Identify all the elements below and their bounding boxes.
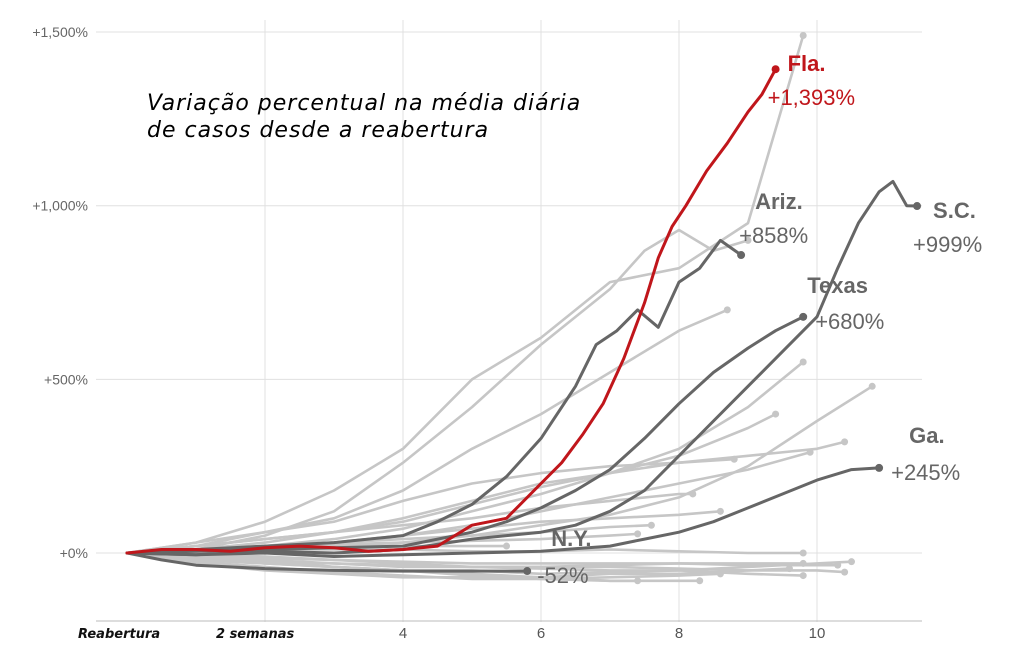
series-endpoint-ny [523, 567, 532, 576]
series-endpoint-other-18 [634, 530, 642, 538]
series-line-ny [125, 551, 529, 573]
series-name-sc: S.C. [933, 198, 976, 223]
series-value-texas: +680% [815, 309, 884, 334]
series-endpoint-fla [771, 65, 780, 74]
chart-title: Variação percentual na média diária de c… [147, 91, 581, 143]
series-name-ariz: Ariz. [755, 189, 803, 214]
y-tick-label-0: +0% [60, 545, 88, 561]
series-endpoint-other-12 [841, 438, 849, 446]
series-endpoint-other-13 [806, 448, 814, 456]
series-endpoint-other-14 [730, 455, 738, 463]
series-name-texas: Texas [807, 273, 868, 298]
series-line-other-6 [125, 34, 805, 555]
series-line-other-7 [125, 228, 750, 555]
series-line-other-21 [125, 551, 722, 581]
x-tick-label-1: 2 semanas [216, 627, 294, 642]
series-endpoint-other-15 [689, 490, 697, 498]
series-endpoint-other-24 [841, 568, 849, 576]
series-line-sc [125, 179, 919, 557]
series-endpoint-other-9 [799, 358, 807, 366]
x-tick-label-3: 6 [537, 625, 545, 642]
series-endpoint-other-7 [744, 236, 752, 244]
series-line-other-8 [125, 308, 729, 555]
series-value-sc: +999% [913, 232, 982, 257]
series-value-fla: +1,393% [768, 85, 855, 110]
series-endpoint-other-6 [799, 32, 807, 40]
x-tick-label-0: Reabertura [78, 627, 160, 642]
series-value-ariz: +858% [739, 223, 808, 248]
series-line-other-26 [125, 551, 805, 577]
series-line-fla [125, 67, 778, 555]
x-tick-label-5: 10 [809, 625, 826, 642]
series-line-texas [125, 315, 805, 555]
series-line-other-29 [125, 551, 840, 567]
series-line-other-10 [125, 384, 874, 555]
series-endpoint-ga [875, 463, 884, 472]
series-endpoint-other-28 [799, 549, 807, 557]
series-endpoint-other-11 [772, 410, 780, 418]
y-tick-label-1: +500% [44, 371, 88, 387]
series-endpoint-other-22 [696, 577, 704, 585]
y-tick-label-3: +1,500% [32, 24, 88, 40]
series-line-other-14 [125, 457, 736, 555]
series-endpoint-other-27 [503, 542, 510, 550]
series-name-ga: Ga. [909, 423, 944, 448]
y-tick-label-2: +1,000% [32, 198, 88, 214]
series-endpoint-other-17 [647, 521, 655, 529]
series-value-ny: -52% [537, 563, 588, 588]
series-endpoint-other-26 [799, 572, 807, 580]
series-name-fla: Fla. [788, 51, 826, 76]
series-labels: Fla. +1,393% S.C. +999% Texas +680% Ariz. +858%… [537, 51, 982, 588]
title-line-1: Variação percentual na média diária [147, 91, 581, 116]
series-line-ga [125, 466, 881, 558]
series-endpoint-ariz [737, 251, 746, 260]
state-series-lines [125, 179, 922, 576]
series-endpoint-texas [799, 312, 808, 321]
x-tick-label-4: 8 [675, 625, 683, 642]
series-endpoint-other-16 [716, 507, 724, 515]
x-tick-label-2: 4 [399, 625, 407, 642]
series-endpoint-other-19 [848, 558, 855, 566]
series-endpoint-sc [913, 202, 922, 211]
series-line-ariz [125, 238, 743, 555]
highlight-series-line [125, 65, 780, 555]
series-endpoint-other-29 [834, 561, 842, 569]
series-name-ny: N.Y. [551, 526, 591, 551]
axis-ticks: Reabertura 2 semanas 4 6 8 10 +0% +500% +1,000% +… [32, 24, 825, 642]
title-line-2: de casos desde a reabertura [147, 118, 489, 143]
series-endpoint-other-23 [634, 577, 642, 585]
series-endpoint-other-10 [868, 382, 876, 390]
series-value-ga: +245% [891, 460, 960, 485]
series-endpoint-other-8 [723, 306, 731, 314]
